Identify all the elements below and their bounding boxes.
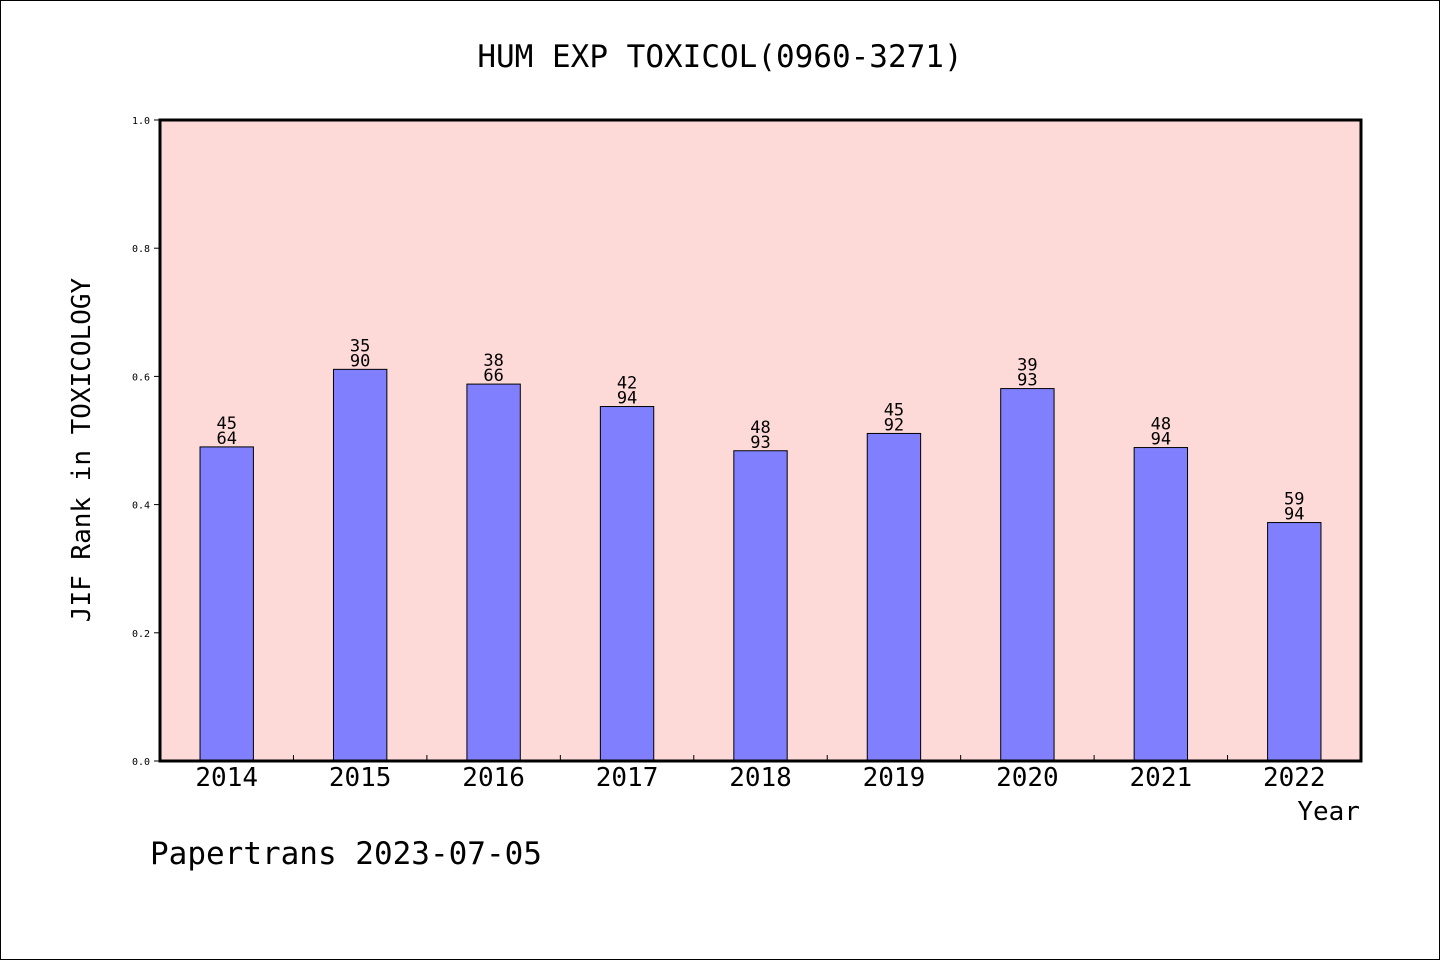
- bar-label-total: 94: [1151, 430, 1171, 450]
- chart-title: HUM EXP TOXICOL(0960-3271): [477, 39, 962, 75]
- x-tick-label: 2021: [1130, 763, 1193, 793]
- bar-label-total: 93: [1017, 371, 1037, 391]
- y-tick-label: 0.2: [132, 629, 150, 640]
- y-tick-label: 0.0: [132, 757, 150, 768]
- bar-label-rank: 45: [216, 414, 236, 434]
- bar-2022: [1267, 522, 1322, 762]
- bar-label-rank: 39: [1017, 356, 1037, 376]
- bar-label-total: 66: [483, 366, 503, 386]
- x-tick-label: 2020: [996, 763, 1059, 793]
- bar-label-total: 90: [350, 351, 370, 371]
- bar-label-rank: 45: [884, 400, 904, 420]
- bar-label-rank: 48: [750, 418, 770, 438]
- x-tick-label: 2019: [863, 763, 926, 793]
- x-axis-label: Year: [1297, 797, 1360, 827]
- bar-label-total: 64: [216, 429, 236, 449]
- bar-label-total: 93: [750, 433, 770, 453]
- bar-2017: [599, 406, 655, 762]
- bar-label-rank: 42: [617, 374, 637, 394]
- bar-label-rank: 38: [483, 351, 503, 371]
- bar-label-total: 94: [1284, 505, 1304, 525]
- bar-2020: [1000, 388, 1055, 762]
- bar-label-rank: 35: [350, 336, 370, 356]
- y-tick-label: 0.8: [132, 244, 150, 255]
- x-tick-label: 2016: [462, 763, 525, 793]
- x-tick-label: 2015: [329, 763, 392, 793]
- x-tick-label: 2018: [729, 763, 792, 793]
- y-axis-label: JIF Rank in TOXICOLOGY: [67, 277, 97, 622]
- x-tick-label: 2014: [195, 763, 258, 793]
- bar-label-rank: 48: [1151, 415, 1171, 435]
- bar-2018: [733, 450, 788, 762]
- bar-2014: [199, 446, 254, 762]
- bar-2021: [1133, 447, 1189, 762]
- bar-label-total: 94: [617, 389, 637, 409]
- bar-2015: [332, 368, 388, 762]
- y-tick-label: 1.0: [132, 116, 150, 127]
- x-tick-label: 2022: [1263, 763, 1326, 793]
- x-tick-label: 2017: [596, 763, 659, 793]
- bar-label-total: 92: [884, 415, 904, 435]
- bar-2019: [866, 432, 922, 762]
- footer-text: Papertrans 2023-07-05: [150, 836, 542, 872]
- y-tick-label: 0.6: [132, 372, 150, 383]
- bar-2016: [466, 383, 521, 762]
- bar-label-rank: 59: [1284, 490, 1304, 510]
- plot-border: [158, 118, 1363, 763]
- y-tick-label: 0.4: [132, 501, 150, 512]
